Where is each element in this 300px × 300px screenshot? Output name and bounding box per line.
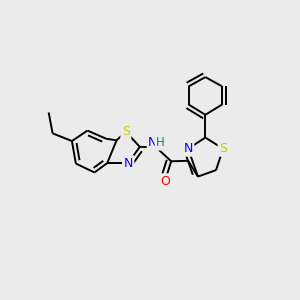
Text: O: O [160,175,170,188]
Text: N: N [124,157,133,169]
Text: N: N [184,142,193,155]
Text: S: S [122,125,130,138]
Text: H: H [156,136,165,149]
Text: S: S [219,142,227,155]
Text: N: N [148,136,158,149]
